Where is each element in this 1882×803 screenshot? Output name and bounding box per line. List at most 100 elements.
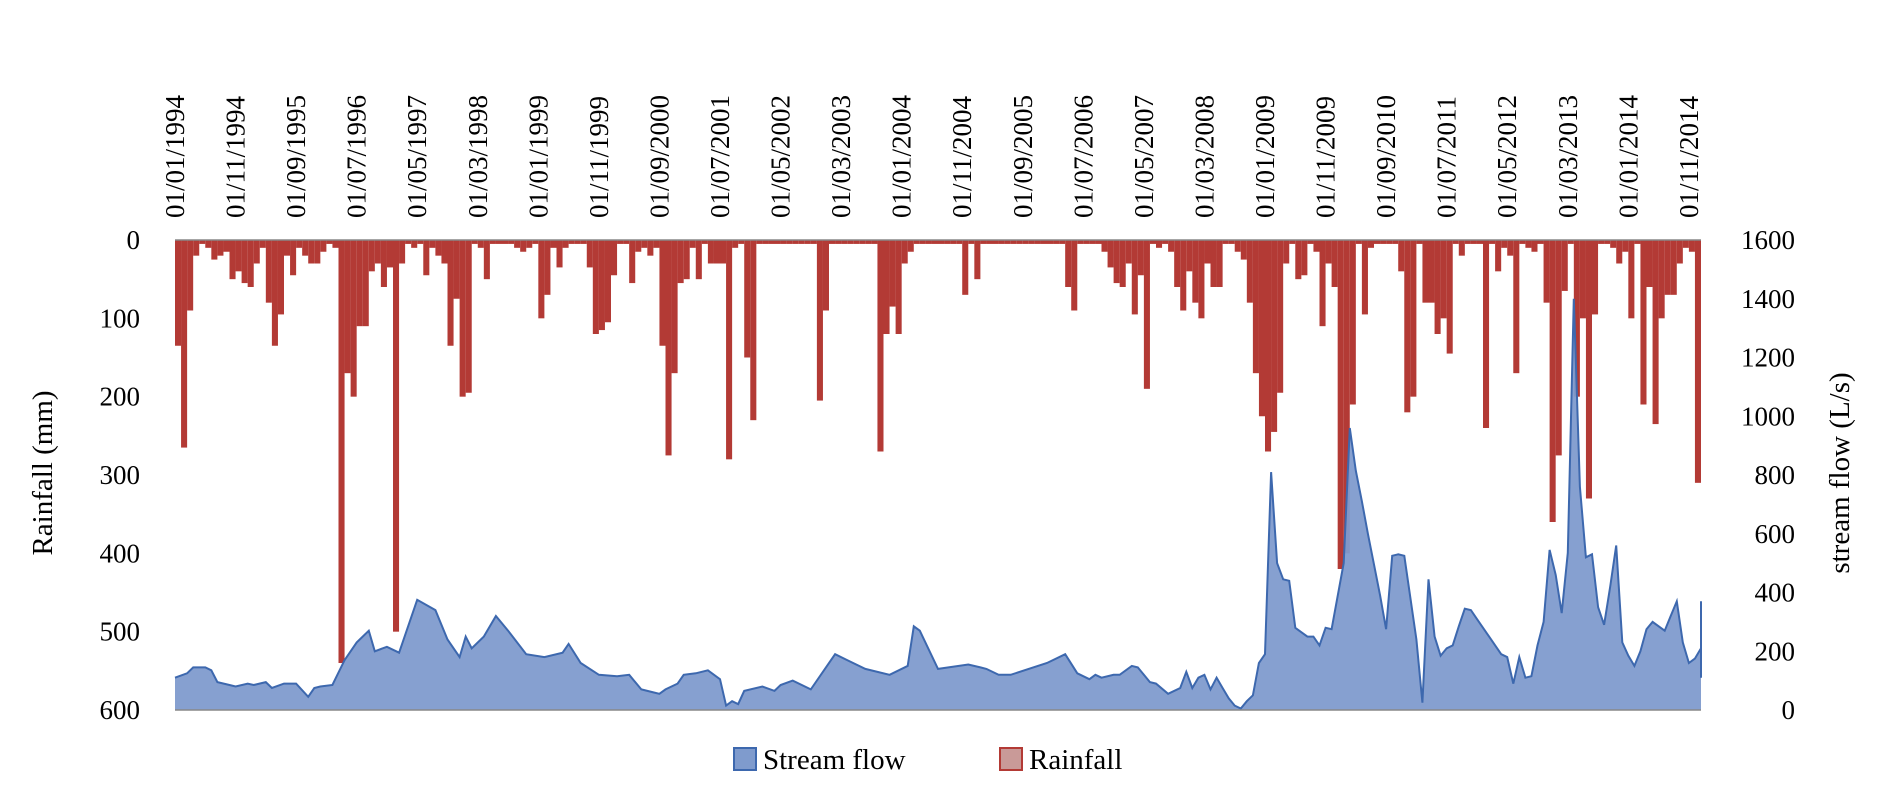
rainfall-bar	[1422, 240, 1429, 303]
rainfall-bar	[586, 240, 593, 268]
rainfall-bar	[1452, 240, 1459, 244]
rainfall-bar	[931, 240, 938, 244]
y-right-tick-labels: 0 200 400 600 800 1000 1200 1400 1600	[1741, 225, 1795, 725]
rainfall-bar	[1440, 240, 1447, 319]
rainfall-bar	[356, 240, 363, 327]
rainfall-bar	[720, 240, 727, 264]
streamflow-area	[174, 298, 1702, 710]
rainfall-bar	[423, 240, 430, 276]
rainfall-bar	[1131, 240, 1138, 315]
rainfall-bar	[1652, 240, 1659, 425]
rainfall-bar	[1265, 240, 1272, 452]
rainfall-bar	[665, 240, 672, 456]
rainfall-bar	[707, 240, 714, 264]
rainfall-bar	[1604, 240, 1611, 244]
rainfall-bar	[1283, 240, 1290, 264]
rainfall-bar	[1271, 240, 1278, 432]
rainfall-bar	[756, 240, 763, 244]
rainfall-bar	[701, 240, 708, 244]
rainfall-bar	[641, 240, 648, 248]
rainfall-bar	[1592, 240, 1599, 315]
rainfall-bar	[1004, 240, 1011, 244]
rainfall-bar	[1319, 240, 1326, 327]
x-tick-label: 01/09/2000	[644, 95, 674, 218]
rainfall-bar	[1682, 240, 1689, 248]
rainfall-bar	[1549, 240, 1556, 522]
rainfall-bar	[526, 240, 533, 248]
rainfall-bar	[768, 240, 775, 244]
rainfall-bar	[502, 240, 509, 244]
rainfall-bar	[1149, 240, 1156, 244]
rainfall-bar	[1065, 240, 1072, 287]
rainfall-bar	[1204, 240, 1211, 264]
rainfall-bar	[1658, 240, 1665, 319]
rainfall-bar	[308, 240, 315, 264]
rainfall-bar	[265, 240, 272, 303]
rainfall-bar	[841, 240, 848, 244]
x-tick-label: 01/09/2010	[1371, 95, 1401, 218]
rainfall-bar	[1386, 240, 1393, 244]
rainfall-bar	[1289, 240, 1296, 244]
rainfall-bar	[944, 240, 951, 244]
rainfall-bar	[604, 240, 611, 323]
rainfall-bar	[247, 240, 254, 287]
rainfall-bar	[653, 240, 660, 248]
rainfall-bar	[556, 240, 563, 268]
rainfall-bar	[1022, 240, 1029, 244]
rainfall-bar	[992, 240, 999, 244]
rainfall-bar	[562, 240, 569, 248]
x-tick-labels: 01/01/1994 01/11/1994 01/09/1995 01/07/1996…	[160, 94, 1704, 218]
rainfall-bar	[1404, 240, 1411, 413]
rainfall-bar	[374, 240, 381, 264]
rainfall-bar	[1676, 240, 1683, 264]
x-tick-label: 01/05/2002	[766, 95, 796, 218]
rainfall-bar	[1501, 240, 1508, 248]
rainfall-bar	[1101, 240, 1108, 252]
rainfall-bar	[459, 240, 466, 397]
rainfall-bar	[786, 240, 793, 244]
y-left-tick-labels: 0 100 200 300 400 500 600	[100, 225, 141, 725]
rainfall-bar	[968, 240, 975, 244]
x-tick-label: 01/05/1997	[402, 95, 432, 218]
rainfall-bar	[405, 240, 412, 244]
legend-swatch-stream-flow	[733, 747, 757, 771]
y-right-tick-label: 1200	[1741, 343, 1795, 373]
rainfall-bar	[1634, 240, 1641, 244]
x-tick-label: 01/01/2009	[1250, 95, 1280, 218]
x-tick-label: 01/05/2007	[1129, 95, 1159, 218]
rainfall-bar	[1040, 240, 1047, 244]
rainfall-bar	[1258, 240, 1265, 417]
rainfall-bar	[877, 240, 884, 452]
rainfall-bar	[1174, 240, 1181, 287]
y-left-tick-label: 200	[100, 382, 141, 412]
rainfall-bar	[1095, 240, 1102, 244]
y-right-axis-title: stream flow (L/s)	[1824, 372, 1856, 573]
rainfall-bar	[235, 240, 242, 272]
y-right-tick-label: 600	[1755, 519, 1796, 549]
rainfall-bar	[1525, 240, 1532, 248]
x-tick-label: 01/11/1999	[584, 96, 614, 218]
x-tick-label: 01/01/1994	[160, 94, 190, 218]
rainfall-bar	[1489, 240, 1496, 244]
rainfall-bar	[1222, 240, 1229, 244]
rainfall-bar	[1059, 240, 1066, 244]
rainfall-bar	[532, 240, 539, 244]
rainfall-bar	[338, 240, 345, 663]
legend: Stream flow Rainfall	[733, 744, 1122, 776]
rainfall-bar	[1252, 240, 1259, 374]
rainfall-bar	[211, 240, 218, 260]
rainfall-bar	[980, 240, 987, 244]
y-right-tick-label: 400	[1755, 578, 1796, 608]
rainfall-bar	[1143, 240, 1150, 389]
y-right-tick-label: 1000	[1741, 401, 1795, 431]
x-tick-label: 01/09/2005	[1008, 95, 1038, 218]
rainfall-bar	[1119, 240, 1126, 287]
rainfall-bar	[1598, 240, 1605, 244]
rainfall-bar	[683, 240, 690, 280]
rainfall-bar	[1380, 240, 1387, 244]
rainfall-bar	[253, 240, 260, 264]
rainfall-bar	[895, 240, 902, 334]
x-tick-label: 01/03/1998	[463, 95, 493, 218]
rainfall-bar	[350, 240, 357, 397]
rainfall-bar	[623, 240, 630, 244]
